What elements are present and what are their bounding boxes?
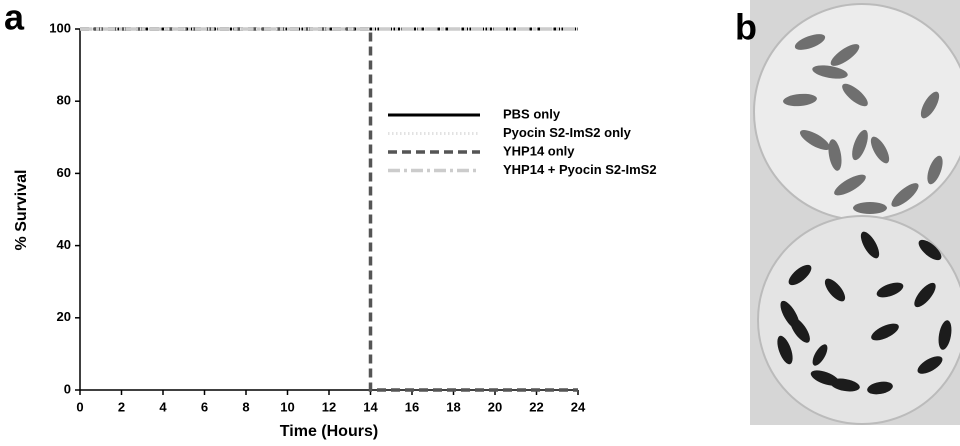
x-tick-label: 20 [488, 399, 502, 414]
panel-label: a [4, 0, 25, 38]
x-axis-title: Time (Hours) [280, 423, 378, 440]
y-tick-label: 60 [57, 165, 71, 180]
y-tick-label: 80 [57, 93, 71, 108]
y-tick-label: 20 [57, 309, 71, 324]
x-tick-label: 24 [571, 399, 586, 414]
x-tick-label: 8 [242, 399, 249, 414]
larvae-dead [777, 231, 952, 395]
y-tick-label: 100 [49, 20, 71, 35]
series-line [80, 27, 578, 392]
x-tick-label: 4 [159, 399, 167, 414]
photo [750, 0, 960, 425]
x-tick-label: 2 [118, 399, 125, 414]
x-tick-label: 22 [529, 399, 543, 414]
x-tick-label: 0 [76, 399, 83, 414]
legend-label: YHP14 + Pyocin S2-ImS2 [503, 162, 657, 177]
x-tick-label: 6 [201, 399, 208, 414]
y-tick-label: 40 [57, 237, 71, 252]
legend-label: YHP14 only [503, 143, 575, 158]
legend-label: Pyocin S2-ImS2 only [503, 125, 632, 140]
x-tick-label: 16 [405, 399, 419, 414]
x-tick-label: 10 [280, 399, 294, 414]
y-tick-label: 0 [64, 381, 71, 396]
legend-label: PBS only [503, 106, 561, 121]
x-tick-label: 18 [446, 399, 460, 414]
x-tick-label: 14 [363, 399, 378, 414]
panel-label: b [735, 7, 757, 48]
y-axis-title: % Survival [13, 170, 30, 251]
larvae-alive [783, 34, 943, 214]
x-tick-label: 12 [322, 399, 336, 414]
